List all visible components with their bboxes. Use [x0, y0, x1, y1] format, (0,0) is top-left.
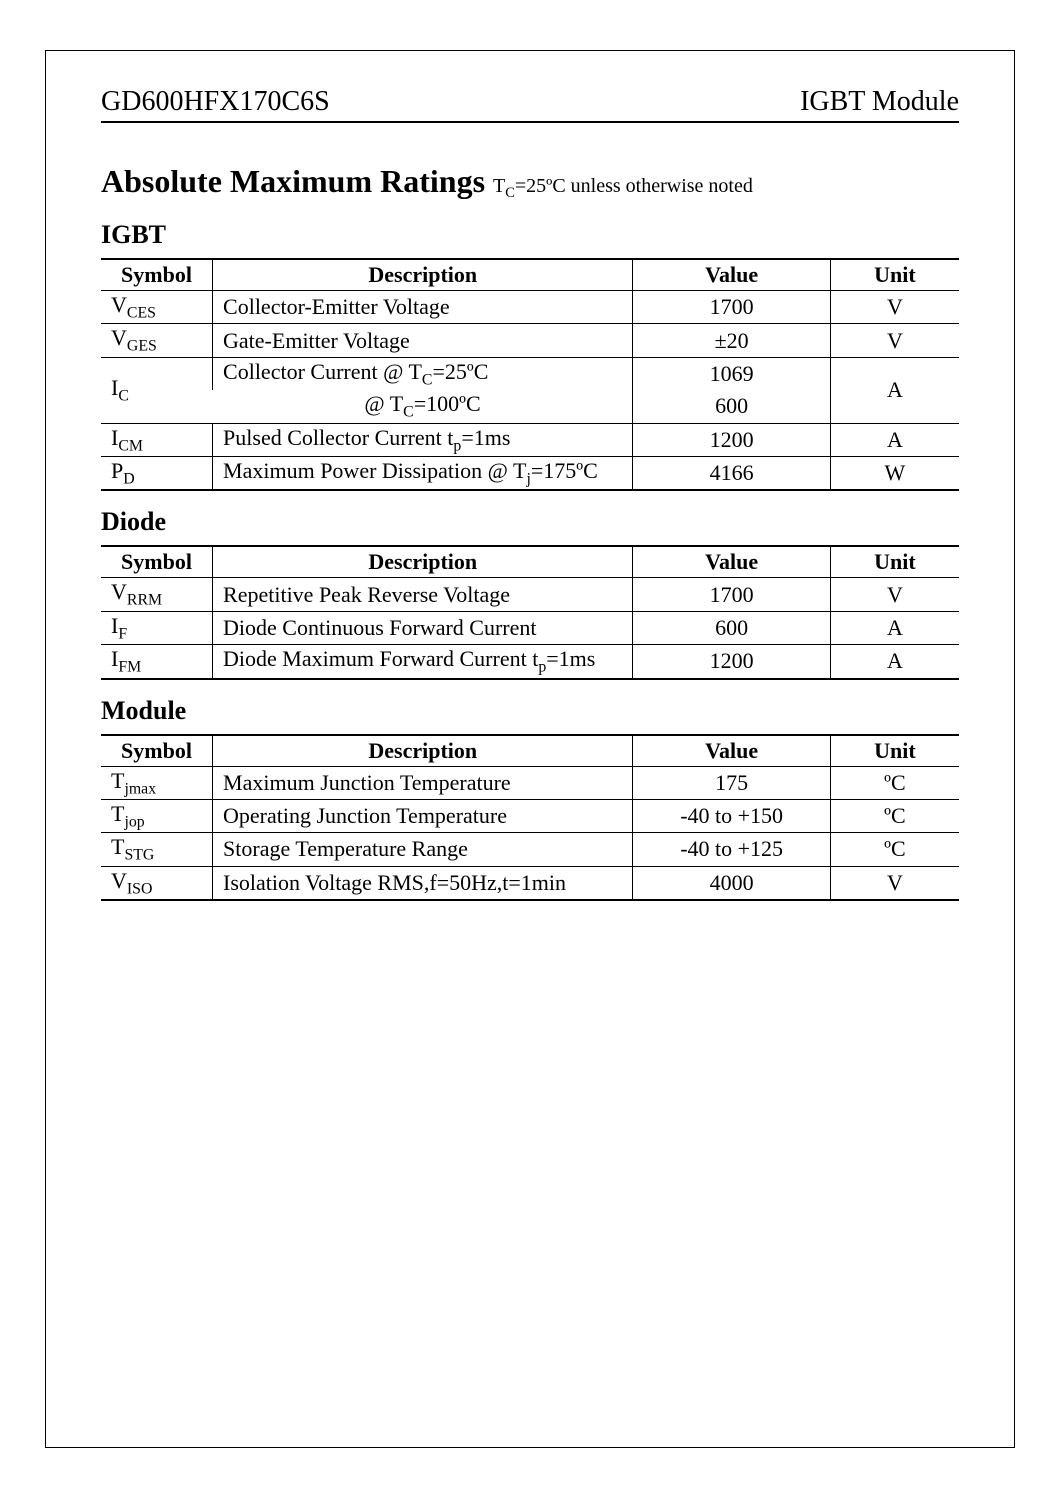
value-cell: 1200: [633, 423, 830, 456]
table-row: IF Diode Continuous Forward Current 600 …: [101, 611, 959, 644]
unit-cell: A: [830, 645, 959, 679]
symbol-cell: Tjop: [101, 799, 213, 832]
table-row: VGES Gate-Emitter Voltage ±20 V: [101, 324, 959, 357]
page-border: GD600HFX170C6S IGBT Module Absolute Maxi…: [45, 50, 1015, 1448]
igbt-heading: IGBT: [101, 220, 959, 250]
symbol-cell: TSTG: [101, 833, 213, 866]
module-table: Symbol Description Value Unit Tjmax Maxi…: [101, 734, 959, 902]
description-cell: Isolation Voltage RMS,f=50Hz,t=1min: [213, 866, 633, 900]
table-row: VCES Collector-Emitter Voltage 1700 V: [101, 291, 959, 324]
title-main: Absolute Maximum Ratings: [101, 163, 485, 199]
symbol-cell: PD: [101, 456, 213, 490]
description-cell: Collector Current @ TC=25ºC: [213, 357, 633, 390]
table-row: TSTG Storage Temperature Range -40 to +1…: [101, 833, 959, 866]
table-row: PD Maximum Power Dissipation @ Tj=175ºC …: [101, 456, 959, 490]
value-cell: 1700: [633, 578, 830, 611]
value-cell: -40 to +125: [633, 833, 830, 866]
symbol-cell: ICM: [101, 423, 213, 456]
symbol-cell: VISO: [101, 866, 213, 900]
description-cell: Maximum Power Dissipation @ Tj=175ºC: [213, 456, 633, 490]
table-header-row: Symbol Description Value Unit: [101, 259, 959, 291]
value-cell: 600: [633, 611, 830, 644]
value-cell: 175: [633, 766, 830, 799]
value-cell: ±20: [633, 324, 830, 357]
col-description: Description: [213, 546, 633, 578]
unit-cell: V: [830, 324, 959, 357]
col-unit: Unit: [830, 259, 959, 291]
col-description: Description: [213, 259, 633, 291]
description-cell: Operating Junction Temperature: [213, 799, 633, 832]
unit-cell: A: [830, 357, 959, 423]
unit-cell: A: [830, 423, 959, 456]
table-row: VISO Isolation Voltage RMS,f=50Hz,t=1min…: [101, 866, 959, 900]
value-cell: 1069: [633, 357, 830, 390]
col-unit: Unit: [830, 735, 959, 767]
col-value: Value: [633, 735, 830, 767]
description-cell: Maximum Junction Temperature: [213, 766, 633, 799]
table-row: Tjop Operating Junction Temperature -40 …: [101, 799, 959, 832]
value-cell: 1200: [633, 645, 830, 679]
col-value: Value: [633, 259, 830, 291]
description-cell: Diode Continuous Forward Current: [213, 611, 633, 644]
module-heading: Module: [101, 696, 959, 726]
diode-table: Symbol Description Value Unit VRRM Repet…: [101, 545, 959, 679]
title-sub: TC=25ºC unless otherwise noted: [493, 175, 753, 197]
unit-cell: ºC: [830, 833, 959, 866]
value-cell: 1700: [633, 291, 830, 324]
unit-cell: V: [830, 291, 959, 324]
unit-cell: ºC: [830, 766, 959, 799]
table-row: ICM Pulsed Collector Current tp=1ms 1200…: [101, 423, 959, 456]
description-cell: Pulsed Collector Current tp=1ms: [213, 423, 633, 456]
value-cell: 4166: [633, 456, 830, 490]
symbol-cell: IC: [101, 357, 213, 423]
symbol-cell: VRRM: [101, 578, 213, 611]
col-symbol: Symbol: [101, 735, 213, 767]
unit-cell: V: [830, 578, 959, 611]
description-cell: Storage Temperature Range: [213, 833, 633, 866]
part-number: GD600HFX170C6S: [101, 86, 330, 118]
description-cell: Diode Maximum Forward Current tp=1ms: [213, 645, 633, 679]
unit-cell: A: [830, 611, 959, 644]
symbol-cell: VGES: [101, 324, 213, 357]
symbol-cell: VCES: [101, 291, 213, 324]
col-value: Value: [633, 546, 830, 578]
unit-cell: ºC: [830, 799, 959, 832]
header-row: GD600HFX170C6S IGBT Module: [101, 86, 959, 123]
description-cell: Repetitive Peak Reverse Voltage: [213, 578, 633, 611]
diode-heading: Diode: [101, 507, 959, 537]
description-cell: @ TC=100ºC: [213, 390, 633, 423]
value-cell: 4000: [633, 866, 830, 900]
value-cell: -40 to +150: [633, 799, 830, 832]
table-row: Tjmax Maximum Junction Temperature 175 º…: [101, 766, 959, 799]
symbol-cell: IF: [101, 611, 213, 644]
igbt-table: Symbol Description Value Unit VCES Colle…: [101, 258, 959, 491]
table-row: IFM Diode Maximum Forward Current tp=1ms…: [101, 645, 959, 679]
col-unit: Unit: [830, 546, 959, 578]
description-cell: Gate-Emitter Voltage: [213, 324, 633, 357]
unit-cell: V: [830, 866, 959, 900]
description-cell: Collector-Emitter Voltage: [213, 291, 633, 324]
col-symbol: Symbol: [101, 259, 213, 291]
value-cell: 600: [633, 390, 830, 423]
module-type: IGBT Module: [800, 86, 959, 118]
table-row: VRRM Repetitive Peak Reverse Voltage 170…: [101, 578, 959, 611]
table-row: IC Collector Current @ TC=25ºC 1069 A: [101, 357, 959, 390]
symbol-cell: Tjmax: [101, 766, 213, 799]
unit-cell: W: [830, 456, 959, 490]
col-description: Description: [213, 735, 633, 767]
table-header-row: Symbol Description Value Unit: [101, 735, 959, 767]
symbol-cell: IFM: [101, 645, 213, 679]
table-header-row: Symbol Description Value Unit: [101, 546, 959, 578]
page-title: Absolute Maximum Ratings TC=25ºC unless …: [101, 163, 959, 202]
col-symbol: Symbol: [101, 546, 213, 578]
